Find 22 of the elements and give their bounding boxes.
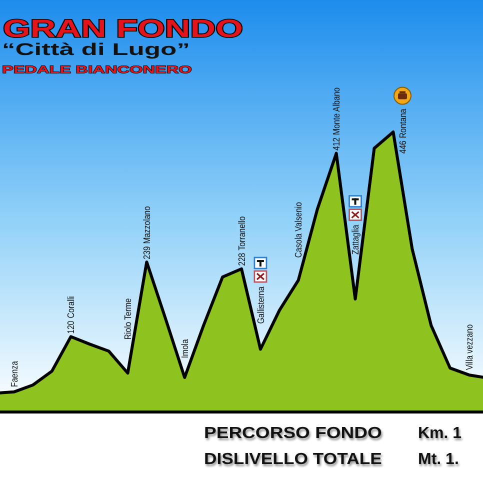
text: DISLIVELLO TOTALE bbox=[204, 450, 382, 468]
x-tick-label: Rontana bbox=[397, 108, 408, 138]
x-tick-label: Coralli bbox=[65, 296, 76, 318]
text: PEDALE BIANCONERO bbox=[2, 63, 192, 76]
x-tick-label: Zattaglia bbox=[350, 224, 361, 255]
x-tick-label: Mazzolano bbox=[141, 206, 152, 244]
x-tick-label: Imola bbox=[179, 338, 190, 358]
x-tick-label: Riolo Terme bbox=[122, 298, 134, 340]
x-tick-label: Faenza bbox=[8, 360, 20, 388]
x-tick-label: Monte Albano bbox=[330, 87, 342, 136]
text: Km. 1 bbox=[418, 425, 462, 442]
data-label: 120 bbox=[65, 320, 76, 334]
x-tick-label: Gallisterna bbox=[255, 286, 266, 324]
data-label: 446 bbox=[397, 140, 408, 154]
text: Mt. 1. bbox=[418, 451, 459, 468]
data-label: 239 bbox=[141, 246, 152, 260]
text: PERCORSO FONDO bbox=[204, 423, 382, 442]
data-label: 228 bbox=[236, 252, 248, 266]
data-label: 412 bbox=[330, 137, 342, 150]
x-tick-label: Casola Valsenio bbox=[292, 202, 304, 258]
x-tick-label: Villa vezzano bbox=[464, 324, 475, 370]
x-tick-label: Torranello bbox=[236, 216, 248, 250]
